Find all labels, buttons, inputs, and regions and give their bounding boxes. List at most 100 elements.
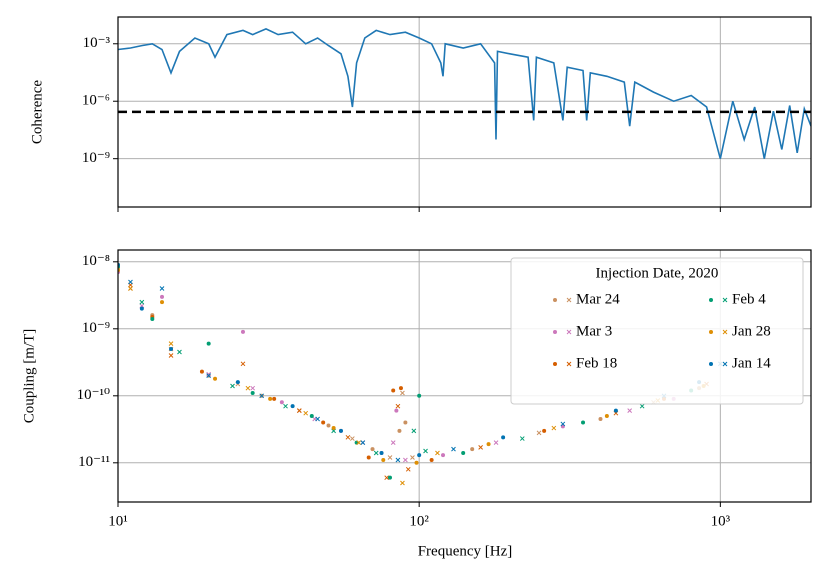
point xyxy=(387,455,393,460)
point xyxy=(128,286,133,291)
point xyxy=(240,361,246,367)
point xyxy=(290,404,295,409)
point xyxy=(461,451,466,456)
point xyxy=(384,475,390,481)
point xyxy=(470,447,475,452)
point xyxy=(250,391,255,396)
point xyxy=(366,455,371,460)
point xyxy=(581,420,586,425)
point xyxy=(345,434,351,440)
point xyxy=(410,455,415,460)
point xyxy=(272,396,277,401)
legend-label: Feb 4 xyxy=(732,291,766,307)
legend-marker xyxy=(722,361,728,367)
y-tick-label: 10⁻⁶ xyxy=(82,93,110,109)
point xyxy=(398,386,403,391)
point xyxy=(486,442,491,447)
point xyxy=(168,341,174,347)
coherence-line xyxy=(118,28,811,159)
point xyxy=(604,413,609,418)
legend-marker xyxy=(722,297,728,303)
point xyxy=(315,416,320,422)
legend-marker xyxy=(566,329,572,335)
legend-marker xyxy=(566,297,572,303)
point xyxy=(139,299,145,305)
point xyxy=(429,458,434,463)
y-tick-label: 10⁻³ xyxy=(83,35,111,51)
point xyxy=(213,376,218,381)
axes: 10⁻³ 10⁻⁶ 10⁻⁹ xyxy=(82,16,812,212)
point xyxy=(206,371,212,377)
point xyxy=(139,306,144,311)
point xyxy=(356,440,362,445)
y-tick-label: 10⁻⁹ xyxy=(82,150,110,166)
point xyxy=(303,410,309,416)
x-tick-label: 10² xyxy=(409,513,429,529)
point xyxy=(390,440,396,445)
legend-title: Injection Date, 2020 xyxy=(596,265,719,281)
point xyxy=(613,408,618,413)
legend-marker xyxy=(709,362,713,366)
point xyxy=(373,450,379,456)
point xyxy=(441,453,446,458)
legend: Injection Date, 2020 Mar 24 Mar 3 Feb 18 Feb… xyxy=(510,257,804,405)
x-axis-label: Frequency [Hz] xyxy=(418,543,513,559)
point xyxy=(206,341,211,346)
point xyxy=(326,423,331,428)
x-tick-label: 10³ xyxy=(711,513,731,529)
point xyxy=(379,451,384,456)
point xyxy=(560,421,566,427)
point xyxy=(391,388,396,393)
point xyxy=(338,428,343,433)
y-tick-label: 10⁻¹⁰ xyxy=(77,387,110,403)
plot-area xyxy=(118,28,811,159)
legend-label: Jan 14 xyxy=(732,355,771,371)
point xyxy=(321,420,326,425)
point xyxy=(551,425,557,431)
point xyxy=(394,408,399,413)
point xyxy=(150,317,155,322)
point xyxy=(199,369,204,374)
point xyxy=(250,385,256,391)
x-tick-label: 10¹ xyxy=(108,513,128,529)
y-axis-label: Coupling [m/T] xyxy=(21,329,37,424)
point xyxy=(400,390,405,396)
point xyxy=(403,420,408,425)
y-tick-label: 10⁻⁸ xyxy=(82,253,110,269)
point xyxy=(536,430,542,436)
point xyxy=(168,353,174,358)
point xyxy=(493,440,499,445)
point xyxy=(235,380,240,385)
legend-label: Mar 24 xyxy=(576,291,620,307)
point xyxy=(230,383,235,389)
legend-marker xyxy=(709,330,713,334)
point xyxy=(160,300,165,305)
point xyxy=(417,393,422,398)
y-tick-label: 10⁻¹¹ xyxy=(78,454,110,470)
point xyxy=(414,460,419,465)
point xyxy=(360,440,366,445)
point xyxy=(177,349,182,355)
point xyxy=(639,403,645,409)
point xyxy=(331,426,336,431)
legend-marker xyxy=(553,330,557,334)
point xyxy=(400,480,405,486)
point xyxy=(395,403,401,409)
point xyxy=(387,475,392,480)
legend-label: Feb 18 xyxy=(576,355,617,371)
point xyxy=(370,447,375,452)
point xyxy=(451,446,456,452)
point xyxy=(435,450,440,456)
point xyxy=(542,428,547,433)
point xyxy=(309,413,314,418)
y-tick-label: 10⁻⁹ xyxy=(82,320,110,336)
point xyxy=(397,428,402,433)
point xyxy=(403,457,408,463)
point xyxy=(283,403,288,409)
point xyxy=(381,458,386,463)
point xyxy=(268,396,273,401)
point xyxy=(598,417,603,422)
point xyxy=(501,435,506,440)
axes-frame xyxy=(117,249,812,503)
